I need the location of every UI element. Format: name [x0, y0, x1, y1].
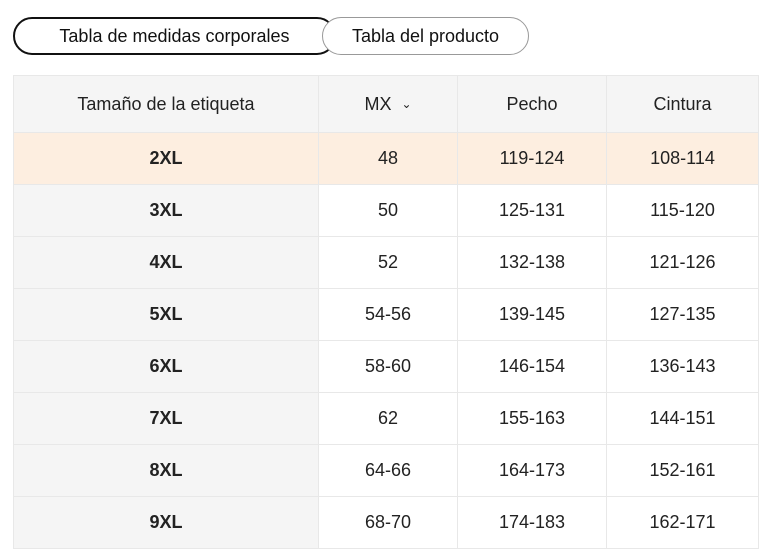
table-row: 6XL 58-60 146-154 136-143 — [13, 340, 759, 393]
waist-cell: 115-120 — [606, 184, 759, 237]
size-cell: 7XL — [13, 392, 319, 445]
waist-cell: 108-114 — [606, 132, 759, 185]
size-cell: 8XL — [13, 444, 319, 497]
mx-cell: 58-60 — [318, 340, 458, 393]
table-row: 8XL 64-66 164-173 152-161 — [13, 444, 759, 497]
tab-body-measurements[interactable]: Tabla de medidas corporales — [13, 17, 336, 55]
mx-cell: 52 — [318, 236, 458, 289]
waist-cell: 152-161 — [606, 444, 759, 497]
waist-cell: 144-151 — [606, 392, 759, 445]
chest-cell: 155-163 — [457, 392, 607, 445]
waist-cell: 121-126 — [606, 236, 759, 289]
mx-cell: 68-70 — [318, 496, 458, 549]
mx-cell: 62 — [318, 392, 458, 445]
size-cell: 5XL — [13, 288, 319, 341]
header-unit: MX — [364, 93, 392, 114]
chest-cell: 119-124 — [457, 132, 607, 185]
table-row: 3XL 50 125-131 115-120 — [13, 184, 759, 237]
table-row: 7XL 62 155-163 144-151 — [13, 392, 759, 445]
size-chart-tabs: Tabla de medidas corporales Tabla del pr… — [13, 17, 529, 55]
chevron-down-icon: ⌄ — [401, 96, 412, 111]
chest-cell: 164-173 — [457, 444, 607, 497]
mx-cell: 50 — [318, 184, 458, 237]
header-waist: Cintura — [606, 75, 759, 133]
chest-cell: 125-131 — [457, 184, 607, 237]
chest-cell: 139-145 — [457, 288, 607, 341]
waist-cell: 136-143 — [606, 340, 759, 393]
size-cell: 4XL — [13, 236, 319, 289]
chest-cell: 174-183 — [457, 496, 607, 549]
chest-cell: 146-154 — [457, 340, 607, 393]
mx-cell: 64-66 — [318, 444, 458, 497]
table-row: 4XL 52 132-138 121-126 — [13, 236, 759, 289]
chest-cell: 132-138 — [457, 236, 607, 289]
size-cell: 9XL — [13, 496, 319, 549]
size-cell: 2XL — [13, 132, 319, 185]
table-row: 2XL 48 119-124 108-114 — [13, 132, 759, 185]
size-cell: 3XL — [13, 184, 319, 237]
waist-cell: 127-135 — [606, 288, 759, 341]
table-row: 9XL 68-70 174-183 162-171 — [13, 496, 759, 549]
size-table: Tamaño de la etiqueta MX ⌄ Pecho Cintura … — [13, 75, 759, 549]
size-cell: 6XL — [13, 340, 319, 393]
waist-cell: 162-171 — [606, 496, 759, 549]
tab-product-measurements[interactable]: Tabla del producto — [322, 17, 529, 55]
unit-dropdown[interactable]: MX ⌄ — [318, 75, 458, 133]
mx-cell: 54-56 — [318, 288, 458, 341]
table-header: Tamaño de la etiqueta MX ⌄ Pecho Cintura — [13, 75, 759, 133]
mx-cell: 48 — [318, 132, 458, 185]
header-chest: Pecho — [457, 75, 607, 133]
table-row: 5XL 54-56 139-145 127-135 — [13, 288, 759, 341]
header-label-size: Tamaño de la etiqueta — [13, 75, 319, 133]
